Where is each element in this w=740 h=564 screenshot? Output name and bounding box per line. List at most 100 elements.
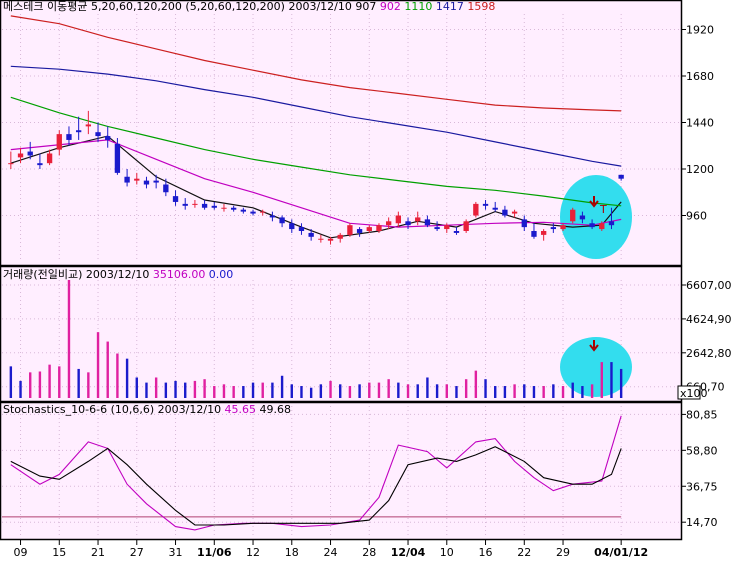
volume-bar: [154, 377, 158, 398]
candle-body: [385, 221, 392, 226]
volume-bar: [106, 341, 109, 398]
candle-body: [163, 184, 169, 193]
volume-bar: [406, 384, 410, 398]
volume-bar: [58, 366, 61, 398]
candle-body: [124, 176, 130, 183]
volume-bar: [435, 384, 439, 398]
volume-bar: [513, 384, 516, 398]
highlight-layer: [560, 175, 632, 397]
volume-bar: [184, 382, 187, 398]
candle-body: [260, 211, 266, 213]
ma-line-60: [10, 96, 622, 207]
volume-panel-header: 거래량(전일비교) 2003/12/10 35106.00 0.00: [3, 267, 233, 281]
x-tick-label: 21: [91, 546, 105, 559]
price-panel-header: 메스테크 이동평균 5,20,60,120,200 (5,20,60,120,2…: [3, 0, 495, 13]
candle-body: [540, 231, 547, 235]
candle-body: [599, 223, 605, 230]
x-tick-label: 10: [440, 546, 454, 559]
volume-bar: [600, 362, 603, 398]
candle-body: [444, 225, 450, 230]
candle-body: [37, 163, 43, 166]
price-y-tick-label: 1200: [686, 163, 714, 176]
stochastics-grid: [2, 413, 682, 523]
price-y-tick-label: 960: [686, 210, 707, 223]
candle-body: [143, 180, 150, 185]
volume-bar: [571, 382, 574, 398]
volume-bar: [561, 386, 565, 398]
price-y-axis: 1920 1680 1440 1200 960: [682, 24, 714, 223]
panel-frame: [0, 265, 683, 403]
volume-bar: [290, 384, 293, 398]
candle-body: [46, 153, 53, 164]
candle-body: [56, 134, 62, 150]
stoch-y-tick-label: 58,80: [686, 444, 718, 457]
volume-bar: [377, 382, 381, 398]
stoch-y-tick-label: 80,85: [686, 408, 718, 421]
down-arrow-icon: [589, 340, 599, 352]
volume-bar: [464, 379, 468, 398]
volume-bar: [9, 366, 13, 398]
candle-body: [66, 134, 72, 140]
volume-bar: [280, 375, 284, 398]
price-y-tick-label: 1920: [686, 24, 714, 37]
volume-bar: [590, 384, 594, 398]
unit-box: [677, 385, 701, 400]
candle-body: [114, 143, 121, 173]
volume-bar: [19, 380, 22, 398]
volume-grid: [2, 284, 682, 388]
panel-frame: [0, 0, 683, 267]
volume-bar: [610, 362, 613, 398]
candle-body: [240, 209, 247, 212]
volume-highlight: [560, 337, 632, 397]
candle-body: [250, 211, 256, 214]
candle-body: [27, 151, 33, 156]
candle-body: [492, 207, 498, 210]
volume-bar: [232, 386, 235, 398]
candle-body: [134, 178, 140, 181]
candle-body: [463, 221, 469, 231]
price-y-tick-label: 1440: [686, 117, 714, 130]
volume-bar: [445, 384, 448, 398]
volume-bar: [125, 358, 129, 398]
stochastics-lines: [2, 415, 622, 531]
volume-unit-label: x100: [680, 387, 708, 400]
x-tick-label: 04/01/12: [594, 546, 648, 559]
candle-body: [153, 180, 159, 183]
volume-bar: [358, 384, 361, 398]
candle-body: [511, 211, 518, 214]
annotation-arrows: [589, 196, 599, 352]
ma-line-200: [10, 15, 622, 112]
volume-bar: [619, 368, 623, 398]
volume-bar: [339, 384, 342, 398]
volume-bar: [581, 386, 584, 398]
volume-bar: [145, 382, 148, 398]
candle-body: [327, 238, 334, 241]
volume-bar: [222, 384, 226, 398]
candle-body: [482, 203, 489, 206]
volume-bar: [96, 332, 100, 398]
volume-bar: [542, 386, 545, 398]
candle-body: [570, 209, 576, 222]
volume-bar: [484, 379, 487, 398]
volume-bar: [319, 384, 323, 398]
candle-body: [473, 203, 479, 216]
candle-body: [337, 234, 343, 239]
volume-y-tick-label: 6607,00: [686, 279, 732, 292]
candlestick-series: [8, 110, 624, 245]
candle-body: [521, 219, 527, 228]
x-tick-label: 29: [556, 546, 570, 559]
x-tick-label: 24: [324, 546, 338, 559]
candle-body: [618, 174, 624, 179]
candle-body: [405, 221, 411, 226]
price-highlight: [560, 175, 632, 259]
x-tick-label: 12/04: [391, 546, 426, 559]
stochastics-panel-background: [0, 402, 682, 540]
candle-body: [308, 232, 314, 237]
candle-body: [395, 215, 402, 224]
candle-body: [453, 231, 460, 233]
x-tick-label: 16: [479, 546, 493, 559]
x-tick-label: 18: [285, 546, 299, 559]
candle-body: [356, 229, 363, 233]
stoch-y-tick-label: 36,75: [686, 480, 718, 493]
